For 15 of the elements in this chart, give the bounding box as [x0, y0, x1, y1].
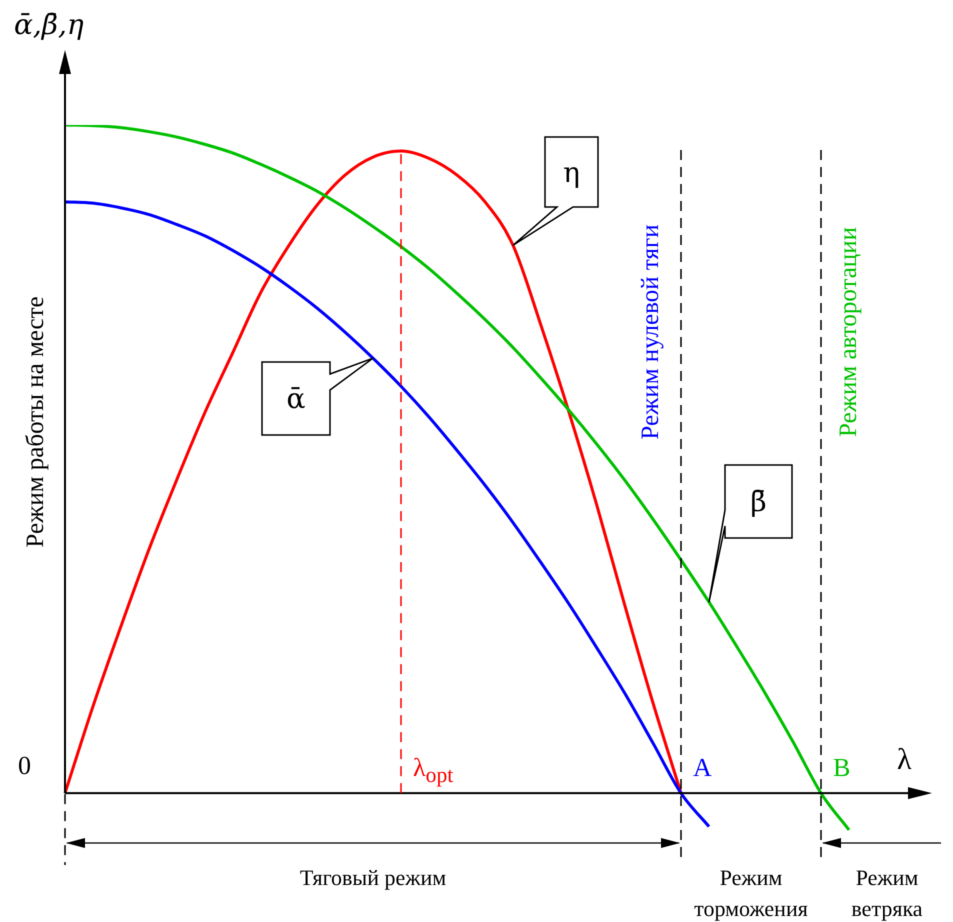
text: β̄ [749, 484, 768, 520]
x-axis-title: λ [897, 743, 912, 778]
y-axis-title: ᾱ,β̄,η [14, 8, 84, 41]
text: Тяговый режим [298, 864, 448, 892]
text: Режим работы на месте [22, 296, 50, 548]
annotation: Режим нулевой тяги [637, 224, 665, 440]
annotation: A [693, 753, 712, 784]
text: η [562, 154, 581, 190]
annotation: Режим авторотации [835, 227, 863, 437]
text: 0 [18, 751, 31, 782]
text: ᾱ [286, 381, 306, 417]
text: Режим ветряка [850, 864, 924, 922]
annotation: λ$_{opt}$ [413, 753, 454, 788]
annotation: B [833, 753, 850, 784]
text: Режим торможения [693, 864, 809, 922]
